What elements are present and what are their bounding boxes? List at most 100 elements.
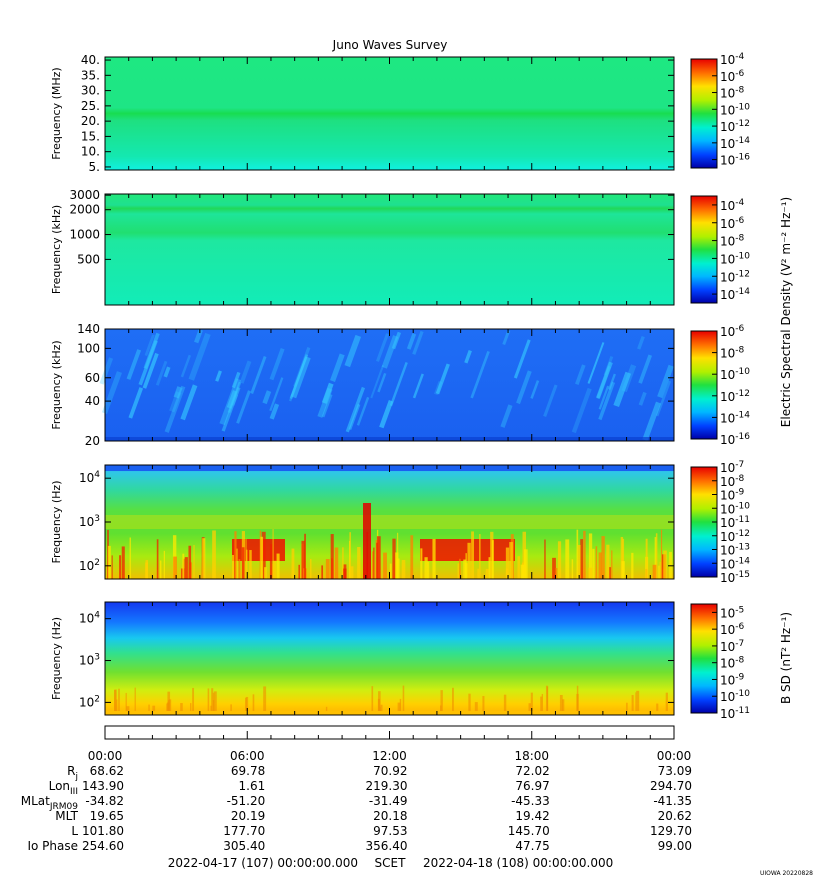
burst-line [468, 693, 471, 715]
colorbar-tick-label: 10-15 [720, 570, 750, 585]
burst-line [134, 687, 136, 715]
burst-line [152, 705, 156, 715]
colorbar-hfr-low: 10-4 10-6 10-8 10-10 10-12 10-14 [690, 195, 750, 304]
colorbar-tick-label: 10-5 [720, 605, 744, 620]
burst-line [148, 704, 150, 715]
burst-line [509, 542, 513, 579]
burst-line [234, 531, 237, 579]
y-axis-label: Frequency (Hz) [50, 481, 63, 564]
ephemeris-value: -51.20 [227, 794, 266, 808]
burst-line [304, 533, 306, 579]
ephemeris-value: -45.33 [511, 794, 550, 808]
y-tick-label: 3000 [69, 188, 100, 202]
colorbar-tick-label: 10-8 [720, 474, 745, 489]
burst-line [246, 549, 248, 579]
y-tick-label: 40. [81, 53, 100, 67]
colorbar-tick-label: 10-14 [720, 287, 750, 302]
colorbar-tick-label: 10-16 [720, 153, 750, 168]
colorbar-tick-label: 10-9 [720, 488, 745, 503]
burst-line [264, 567, 267, 579]
time-range-scet: SCET [375, 856, 407, 870]
burst-line [482, 696, 485, 715]
burst-line [291, 548, 295, 579]
burst-line [552, 557, 556, 579]
burst-line [576, 529, 579, 579]
burst-line [485, 568, 489, 579]
colorbar-tick-label: 10-4 [720, 52, 745, 67]
emission-streak [169, 391, 182, 413]
burst-line [357, 547, 361, 579]
burst-line [491, 540, 494, 579]
burst-line [310, 558, 312, 579]
burst-line [427, 561, 430, 579]
burst-line [383, 552, 387, 579]
ephemeris-table: Rj 68.62 69.78 70.92 72.02 73.09 LonIII 143.90 1… [21, 764, 692, 853]
ephemeris-value: 70.92 [373, 764, 407, 778]
emission-streak [598, 381, 616, 421]
emission-streak [637, 336, 645, 350]
colorbar-tick-label: 10-6 [720, 216, 745, 231]
emission-streak [269, 377, 284, 412]
y-tick-label: 20. [81, 114, 100, 128]
ephemeris-value: 177.70 [223, 824, 265, 838]
emission-streak [603, 356, 614, 376]
burst-line [601, 536, 605, 579]
burst-line [378, 691, 381, 715]
burst-line [145, 560, 149, 579]
emission-streak [412, 330, 424, 355]
emission-streak [412, 373, 424, 399]
burst-line [111, 555, 113, 579]
ephemeris-value: 69.78 [231, 764, 265, 778]
burst-line [392, 538, 396, 579]
burst-line [159, 560, 162, 579]
time-tick-label: 18:00 [514, 749, 549, 763]
burst-line [325, 706, 328, 715]
burst-line [212, 692, 215, 715]
burst-line [107, 545, 111, 579]
burst-line [211, 688, 214, 715]
time-range-end: 2022-04-18 (108) 00:00:00.000 [423, 856, 613, 870]
burst-line [273, 560, 277, 579]
ephemeris-value: 72.02 [515, 764, 549, 778]
emission-streak [530, 380, 540, 399]
burst-line [557, 541, 562, 579]
burst-line [397, 702, 401, 715]
colorbar-tick-label: 10-10 [720, 501, 750, 516]
emission-streak [571, 387, 592, 434]
emission-streak [101, 371, 122, 415]
colorbar-gradient [690, 195, 718, 304]
mid-band [105, 515, 674, 529]
burst-line [245, 696, 249, 715]
ephemeris-value: 19.65 [90, 809, 124, 823]
burst-line [463, 559, 467, 579]
burst-line [401, 560, 406, 579]
panel-lfr-high: 20 40 60 100 140 Frequency (kHz) 10-6 10-8 10-10… [50, 322, 750, 448]
ephemeris-value: -31.49 [369, 794, 408, 808]
colorbar-tick-label: 10-10 [720, 689, 750, 704]
burst-line [331, 558, 333, 579]
colorbar-tick-label: 10-4 [720, 198, 745, 213]
y-tick-label: 500 [77, 252, 100, 266]
emission-streak [379, 400, 394, 429]
emission-streak [638, 354, 653, 384]
emission-streak [513, 339, 531, 379]
burst-line [665, 692, 668, 715]
emission-streak [142, 352, 159, 389]
burst-line [420, 548, 423, 579]
burst-line [202, 538, 206, 579]
colorbar-gradient [690, 603, 718, 714]
burst-line [660, 529, 663, 579]
burst-line [611, 550, 613, 579]
ephemeris-value: 19.42 [515, 809, 549, 823]
burst-line [190, 703, 192, 715]
burst-line [349, 566, 354, 579]
burst-line [658, 565, 660, 579]
electric-colorbar-label: Electric Spectral Density (V² m⁻² Hz⁻¹) [779, 197, 793, 427]
burst-line [232, 554, 235, 579]
emission-streak [543, 384, 558, 417]
burst-line [474, 702, 478, 715]
time-range-start: 2022-04-17 (107) 00:00:00.000 [168, 856, 358, 870]
colorbar-tick-label: 10-14 [720, 410, 750, 425]
burst-line [517, 556, 520, 579]
burst-line [389, 563, 392, 579]
